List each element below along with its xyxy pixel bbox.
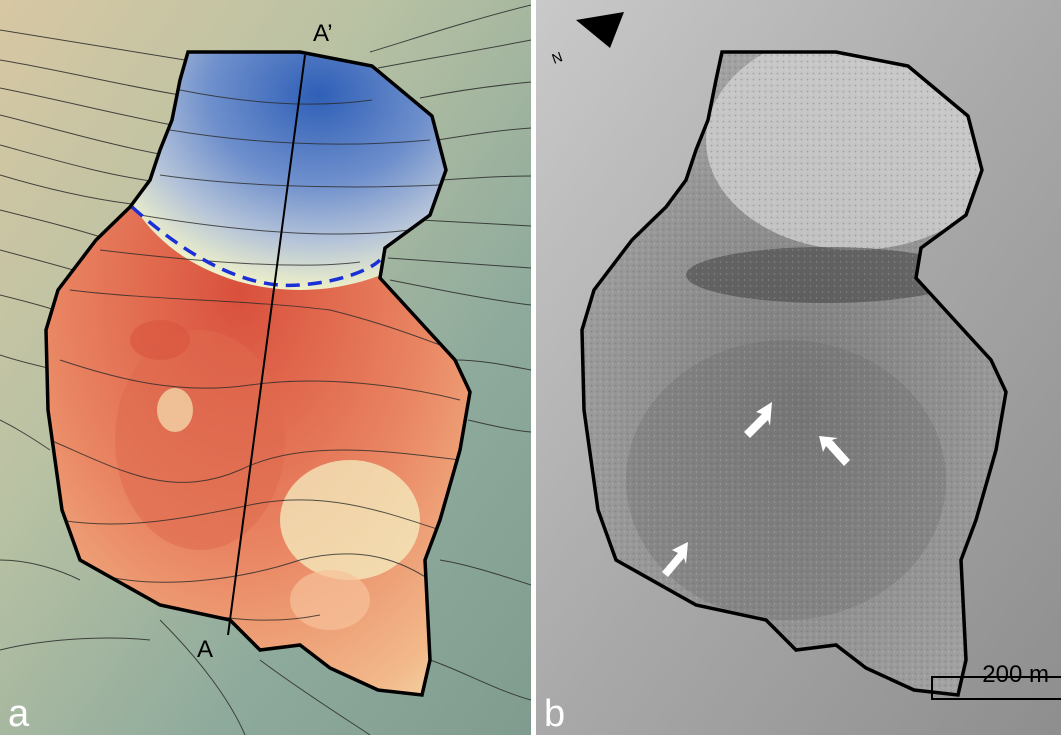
dashed-boundary	[130, 205, 382, 288]
panel-b-map: N 200 m b	[536, 0, 1061, 735]
panel-divider	[531, 0, 536, 735]
white-arrow-icon	[819, 436, 850, 466]
section-end-label: A’	[313, 20, 333, 47]
white-arrow-icon	[744, 402, 772, 438]
panel-a-map: A A’ a	[0, 0, 531, 735]
section-start-label: A	[197, 636, 214, 663]
panel-letter-a: a	[8, 693, 30, 735]
white-arrow-icon	[662, 542, 688, 577]
elevation-change-map	[0, 0, 531, 735]
scale-label: 200 m	[982, 661, 1049, 688]
north-arrow-icon	[576, 12, 624, 48]
section-line	[227, 54, 306, 636]
panel-letter-b: b	[544, 693, 566, 735]
hillshade-map: N	[536, 0, 1061, 735]
scale-bar	[931, 676, 1061, 700]
